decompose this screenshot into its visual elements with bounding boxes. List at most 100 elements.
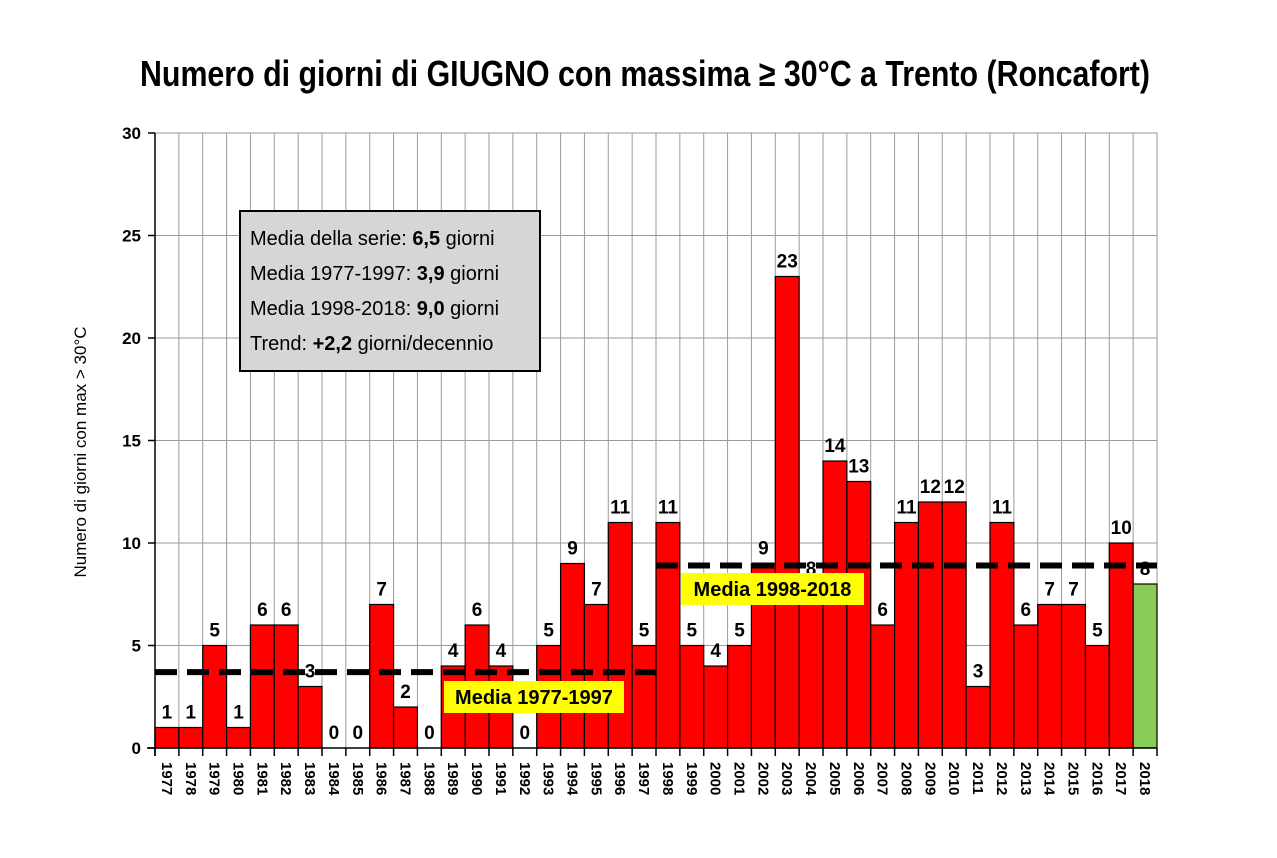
x-tick-label-1981: 1981 xyxy=(253,762,270,795)
y-tick-label: 0 xyxy=(132,739,141,758)
y-axis-label: Numero di giorni con max > 30°C xyxy=(71,326,90,577)
stats-line-2: Media 1977-1997: 3,9 giorni xyxy=(250,263,499,285)
bar-1977 xyxy=(154,726,180,749)
bar-2003 xyxy=(774,275,800,749)
mean-label-box-2 xyxy=(681,573,864,605)
x-tick-label-1999: 1999 xyxy=(683,762,700,795)
bar-2001 xyxy=(726,644,753,749)
data-label-1984: 0 xyxy=(329,723,340,744)
data-label-1982: 6 xyxy=(281,600,292,621)
data-label-2007: 6 xyxy=(877,600,888,621)
data-label-2017: 10 xyxy=(1111,518,1132,539)
x-tick-label-2018: 2018 xyxy=(1136,762,1153,795)
data-label-2003: 23 xyxy=(777,252,798,273)
y-tick-label: 15 xyxy=(122,432,141,451)
x-tick-label-1988: 1988 xyxy=(420,762,437,795)
x-tick-label-2009: 2009 xyxy=(921,762,938,795)
bar-2016 xyxy=(1084,644,1110,749)
mean-label-1: Media 1977-1997 xyxy=(455,687,613,709)
x-tick-label-1978: 1978 xyxy=(182,762,199,795)
x-tick-label-2011: 2011 xyxy=(969,762,986,795)
x-tick-label-1989: 1989 xyxy=(444,762,461,795)
y-tick-label: 30 xyxy=(122,124,141,143)
bar-2017 xyxy=(1108,542,1134,749)
data-label-2010: 12 xyxy=(944,477,965,498)
bar-2018 xyxy=(1132,583,1158,749)
data-label-2009: 12 xyxy=(920,477,941,498)
x-tick-label-1984: 1984 xyxy=(325,762,342,796)
bar-1994 xyxy=(559,562,586,749)
x-tick-label-2000: 2000 xyxy=(707,762,724,795)
bar-1997 xyxy=(631,644,657,749)
x-tick-label-1983: 1983 xyxy=(301,762,318,795)
data-label-1986: 7 xyxy=(376,580,387,601)
bar-1982 xyxy=(273,624,299,749)
data-label-1987: 2 xyxy=(400,682,411,703)
bar-1987 xyxy=(392,706,419,749)
bar-2015 xyxy=(1060,603,1087,749)
data-label-2006: 13 xyxy=(848,457,869,478)
x-tick-label-2003: 2003 xyxy=(778,762,795,795)
bar-2013 xyxy=(1013,624,1039,749)
y-tick-label: 5 xyxy=(132,637,141,656)
x-tick-label-2016: 2016 xyxy=(1088,762,1105,795)
x-tick-label-1995: 1995 xyxy=(587,762,604,795)
data-label-2015: 7 xyxy=(1068,580,1079,601)
y-tick-label: 20 xyxy=(122,329,141,348)
x-tick-label-1997: 1997 xyxy=(635,762,652,795)
bar-1979 xyxy=(202,644,228,749)
stats-line-1: Media della serie: 6,5 giorni xyxy=(250,228,495,250)
mean-lines: Media 1977-1997 Media 1998-2018 xyxy=(155,562,1157,713)
data-label-2001: 5 xyxy=(734,621,745,642)
data-label-1992: 0 xyxy=(519,723,530,744)
x-tick-label-2010: 2010 xyxy=(945,762,962,795)
x-tick-label-1998: 1998 xyxy=(659,762,676,795)
bar-2011 xyxy=(965,685,991,749)
axes xyxy=(147,132,1158,756)
data-label-1977: 1 xyxy=(162,703,173,724)
x-tick-label-1980: 1980 xyxy=(230,762,247,795)
data-label-1994: 9 xyxy=(567,539,578,560)
data-label-1999: 5 xyxy=(686,621,697,642)
bar-2000 xyxy=(703,665,729,749)
bar-1983 xyxy=(297,685,323,749)
mean-label-box-1 xyxy=(444,681,624,713)
x-tick-label-1977: 1977 xyxy=(158,762,175,795)
x-tick-label-1992: 1992 xyxy=(516,762,533,795)
data-label-2004: 8 xyxy=(806,559,817,580)
data-label-1979: 5 xyxy=(209,621,220,642)
x-tick-label-2008: 2008 xyxy=(898,762,915,795)
x-tick-labels: 1977 1978 1979 1980 1981 1982 1983 1984 1985 1986… xyxy=(158,762,1153,796)
x-tick-label-1996: 1996 xyxy=(611,762,628,795)
mean-label-2: Media 1998-2018 xyxy=(694,579,852,601)
stats-box-bg xyxy=(239,210,541,372)
bar-2007 xyxy=(870,624,896,749)
x-tick-label-1993: 1993 xyxy=(540,762,557,795)
y-tick-labels: 0 5 10 15 20 25 30 xyxy=(122,124,141,758)
data-label-1989: 4 xyxy=(448,641,459,662)
bar-1978 xyxy=(178,726,204,749)
x-tick-label-2013: 2013 xyxy=(1017,762,1034,795)
bar-1995 xyxy=(583,603,609,749)
data-label-2005: 14 xyxy=(824,436,846,457)
x-tick-label-2012: 2012 xyxy=(993,762,1010,795)
x-tick-label-1991: 1991 xyxy=(492,762,509,795)
data-label-1980: 1 xyxy=(233,703,244,724)
data-label-1995: 7 xyxy=(591,580,602,601)
data-label-1978: 1 xyxy=(185,703,196,724)
bar-2010 xyxy=(941,501,967,749)
x-tick-label-1994: 1994 xyxy=(564,762,581,796)
bar-2014 xyxy=(1037,603,1063,749)
data-label-2013: 6 xyxy=(1020,600,1031,621)
data-label-1981: 6 xyxy=(257,600,268,621)
bar-2012 xyxy=(989,521,1015,749)
bar-1996 xyxy=(607,521,633,749)
y-tick-label: 25 xyxy=(122,227,141,246)
x-tick-label-1987: 1987 xyxy=(397,762,414,795)
data-label-1997: 5 xyxy=(639,621,650,642)
bar-2004 xyxy=(798,583,824,749)
data-label-2018: 8 xyxy=(1140,559,1151,580)
x-tick-label-1985: 1985 xyxy=(349,762,366,795)
bar-1980 xyxy=(225,726,252,749)
